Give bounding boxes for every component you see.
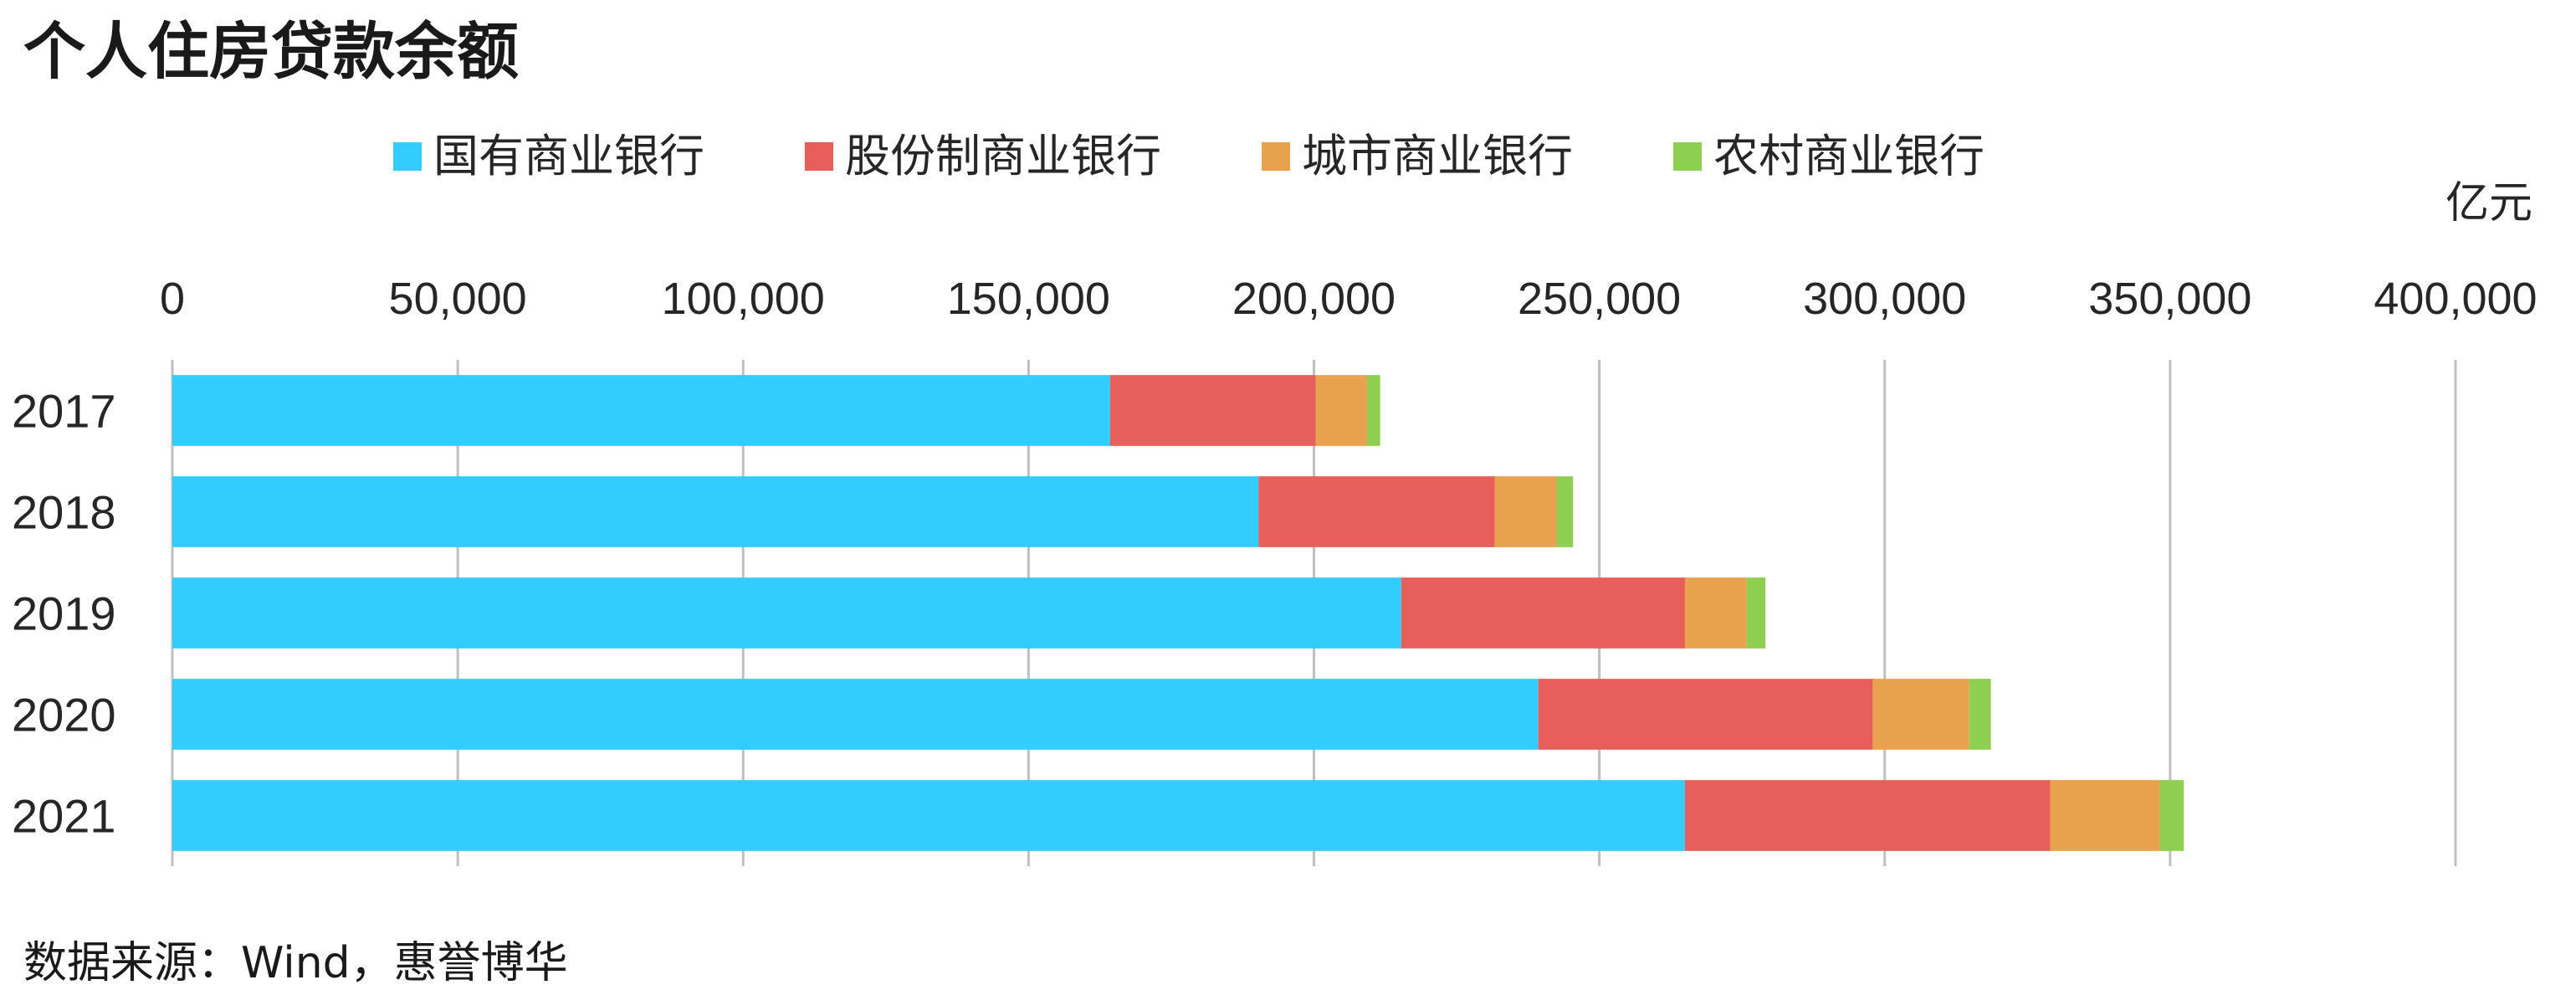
bar-2017-series-3 — [1366, 375, 1380, 446]
source-note: 数据来源：Wind，惠誉博华 — [23, 938, 568, 988]
legend-label-series-2: 城市商业银行 — [1302, 130, 1573, 182]
legend-item-series-2: 城市商业银行 — [1262, 134, 1573, 179]
bar-2017-series-1 — [1109, 375, 1316, 446]
bar-2020-series-0 — [172, 679, 1539, 750]
y-tick-label-3: 2020 — [12, 689, 116, 741]
x-tick-label-1: 50,000 — [389, 274, 527, 324]
bar-2018-series-3 — [1556, 476, 1574, 547]
unit-label: 亿元 — [2445, 178, 2532, 228]
legend-swatch-series-1 — [805, 142, 833, 171]
bar-2020-series-3 — [1969, 679, 1991, 750]
x-tick-label-6: 300,000 — [1803, 274, 1966, 324]
bar-2017-series-2 — [1315, 375, 1367, 446]
legend-label-series-1: 股份制商业银行 — [845, 130, 1161, 182]
legend-swatch-series-2 — [1262, 142, 1290, 171]
bar-2018-series-0 — [172, 476, 1259, 547]
x-tick-label-0: 0 — [160, 274, 185, 324]
chart-title: 个人住房贷款余额 — [23, 16, 519, 88]
legend-label-series-3: 农村商业银行 — [1713, 130, 1984, 182]
x-tick-label-8: 400,000 — [2374, 274, 2537, 324]
bar-2021-series-0 — [172, 780, 1685, 851]
y-tick-label-4: 2021 — [12, 790, 116, 843]
legend-item-series-3: 农村商业银行 — [1673, 134, 1984, 179]
x-tick-label-3: 150,000 — [947, 274, 1110, 324]
legend-swatch-series-3 — [1673, 142, 1702, 171]
bar-2018-series-2 — [1494, 476, 1557, 547]
bar-2021-series-2 — [2050, 780, 2160, 851]
chart-legend: 国有商业银行 股份制商业银行 城市商业银行 农村商业银行 — [393, 134, 2085, 179]
legend-swatch-series-0 — [393, 142, 422, 171]
bar-2020-series-2 — [1872, 679, 1969, 750]
bar-2018-series-1 — [1258, 476, 1495, 547]
y-tick-label-2: 2019 — [12, 587, 116, 640]
x-tick-label-7: 350,000 — [2088, 274, 2251, 324]
bar-2020-series-1 — [1538, 679, 1873, 750]
legend-label-series-0: 国有商业银行 — [433, 130, 704, 182]
y-tick-label-1: 2018 — [12, 486, 116, 539]
bar-2019-series-3 — [1746, 577, 1766, 649]
bar-2019-series-0 — [172, 577, 1401, 649]
x-tick-label-4: 200,000 — [1232, 274, 1396, 324]
legend-item-series-0: 国有商业银行 — [393, 134, 704, 179]
x-tick-label-2: 100,000 — [662, 274, 825, 324]
bar-2017-series-0 — [172, 375, 1110, 446]
bar-2019-series-1 — [1401, 577, 1685, 649]
legend-item-series-1: 股份制商业银行 — [805, 134, 1161, 179]
x-tick-label-5: 250,000 — [1518, 274, 1681, 324]
bar-2021-series-3 — [2159, 780, 2184, 851]
bar-2021-series-1 — [1684, 780, 2051, 851]
bar-2019-series-2 — [1684, 577, 1747, 649]
y-tick-label-0: 2017 — [12, 385, 116, 438]
